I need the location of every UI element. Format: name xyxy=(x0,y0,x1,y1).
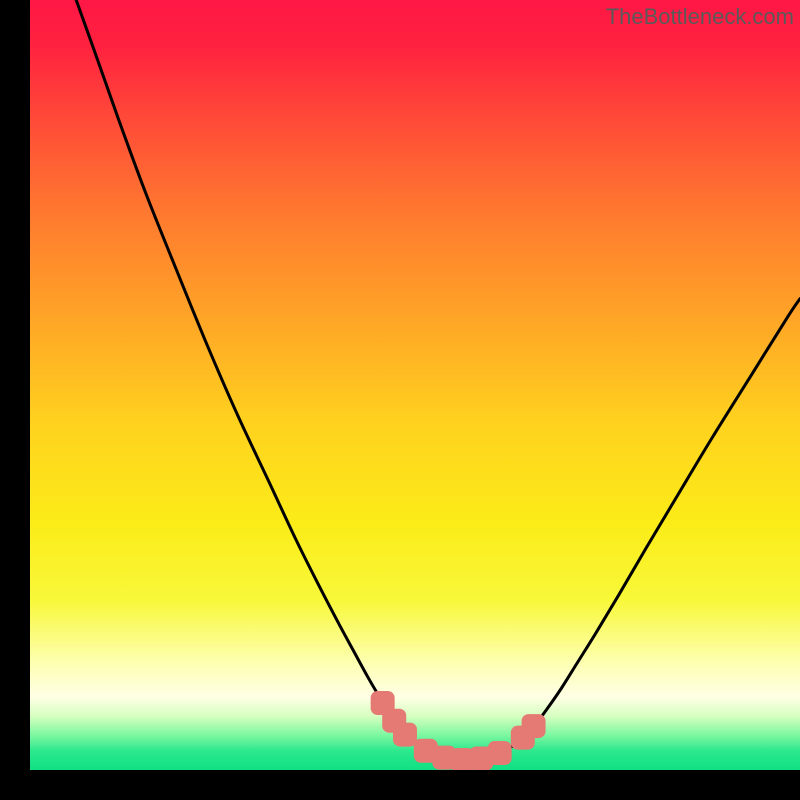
watermark-text: TheBottleneck.com xyxy=(606,4,794,30)
chart-curve-layer xyxy=(30,0,800,770)
chart-plot-area: TheBottleneck.com xyxy=(30,0,800,770)
curve-marker xyxy=(393,723,417,747)
curve-markers xyxy=(371,691,546,770)
curve-marker xyxy=(522,714,546,738)
curve-marker xyxy=(488,741,512,765)
bottleneck-curve xyxy=(76,0,800,760)
